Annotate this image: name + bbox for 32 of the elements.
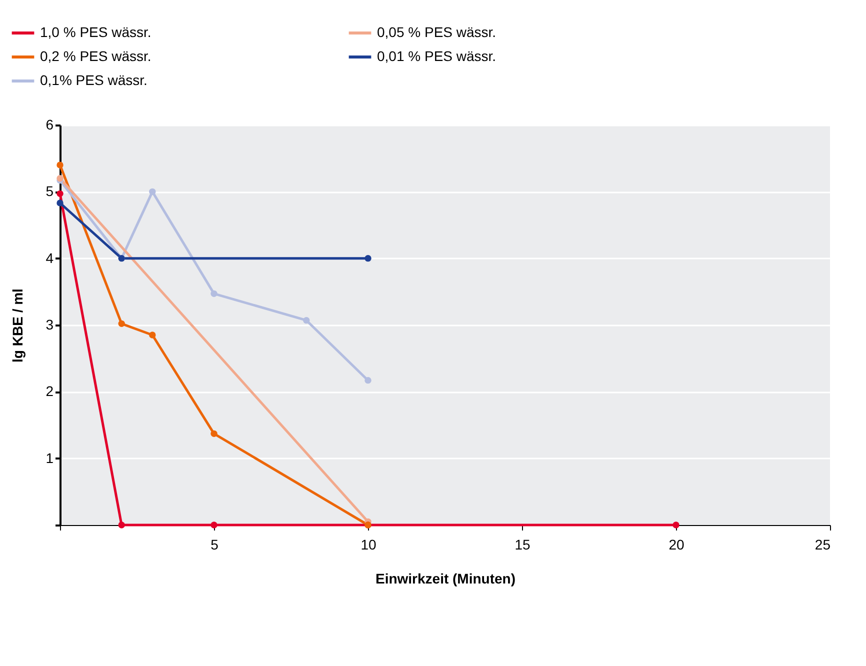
y-tick-label: 1 bbox=[46, 450, 54, 466]
point bbox=[56, 162, 64, 168]
y-tick-label: 3 bbox=[46, 316, 54, 332]
y-tick-label: 5 bbox=[46, 183, 54, 200]
x-tick-label: 25 bbox=[814, 536, 831, 552]
legend-label: 0,05 % PES wässr. bbox=[377, 24, 496, 40]
point bbox=[149, 188, 156, 196]
x-axis-title: Einwirkzeit (Minuten) bbox=[376, 570, 516, 586]
x-tick-label: 5 bbox=[210, 536, 219, 552]
point bbox=[672, 522, 680, 528]
legend-label: 0,01 % PES wässr. bbox=[377, 48, 496, 64]
point bbox=[364, 376, 372, 384]
legend-label: 1,0 % PES wässr. bbox=[40, 24, 152, 40]
legend-label: 0,2 % PES wässr. bbox=[40, 48, 152, 64]
x-tick-label: 20 bbox=[668, 536, 684, 552]
point bbox=[303, 316, 310, 324]
y-axis-title: lg KBE / ml bbox=[10, 288, 26, 362]
point bbox=[118, 522, 125, 528]
y-tick-label: 6 bbox=[46, 116, 54, 132]
point bbox=[364, 254, 372, 262]
point bbox=[118, 320, 125, 328]
x-tick-label: 15 bbox=[514, 536, 530, 552]
point bbox=[56, 190, 64, 198]
point bbox=[210, 522, 218, 528]
point bbox=[56, 200, 64, 206]
point bbox=[210, 290, 218, 298]
point bbox=[149, 332, 156, 338]
legend-label: 0,1% PES wässr. bbox=[40, 72, 148, 88]
x-tick-label: 10 bbox=[360, 536, 376, 552]
point bbox=[210, 430, 218, 438]
y-tick-label: 2 bbox=[46, 383, 54, 400]
y-tick-label: 4 bbox=[46, 250, 54, 266]
